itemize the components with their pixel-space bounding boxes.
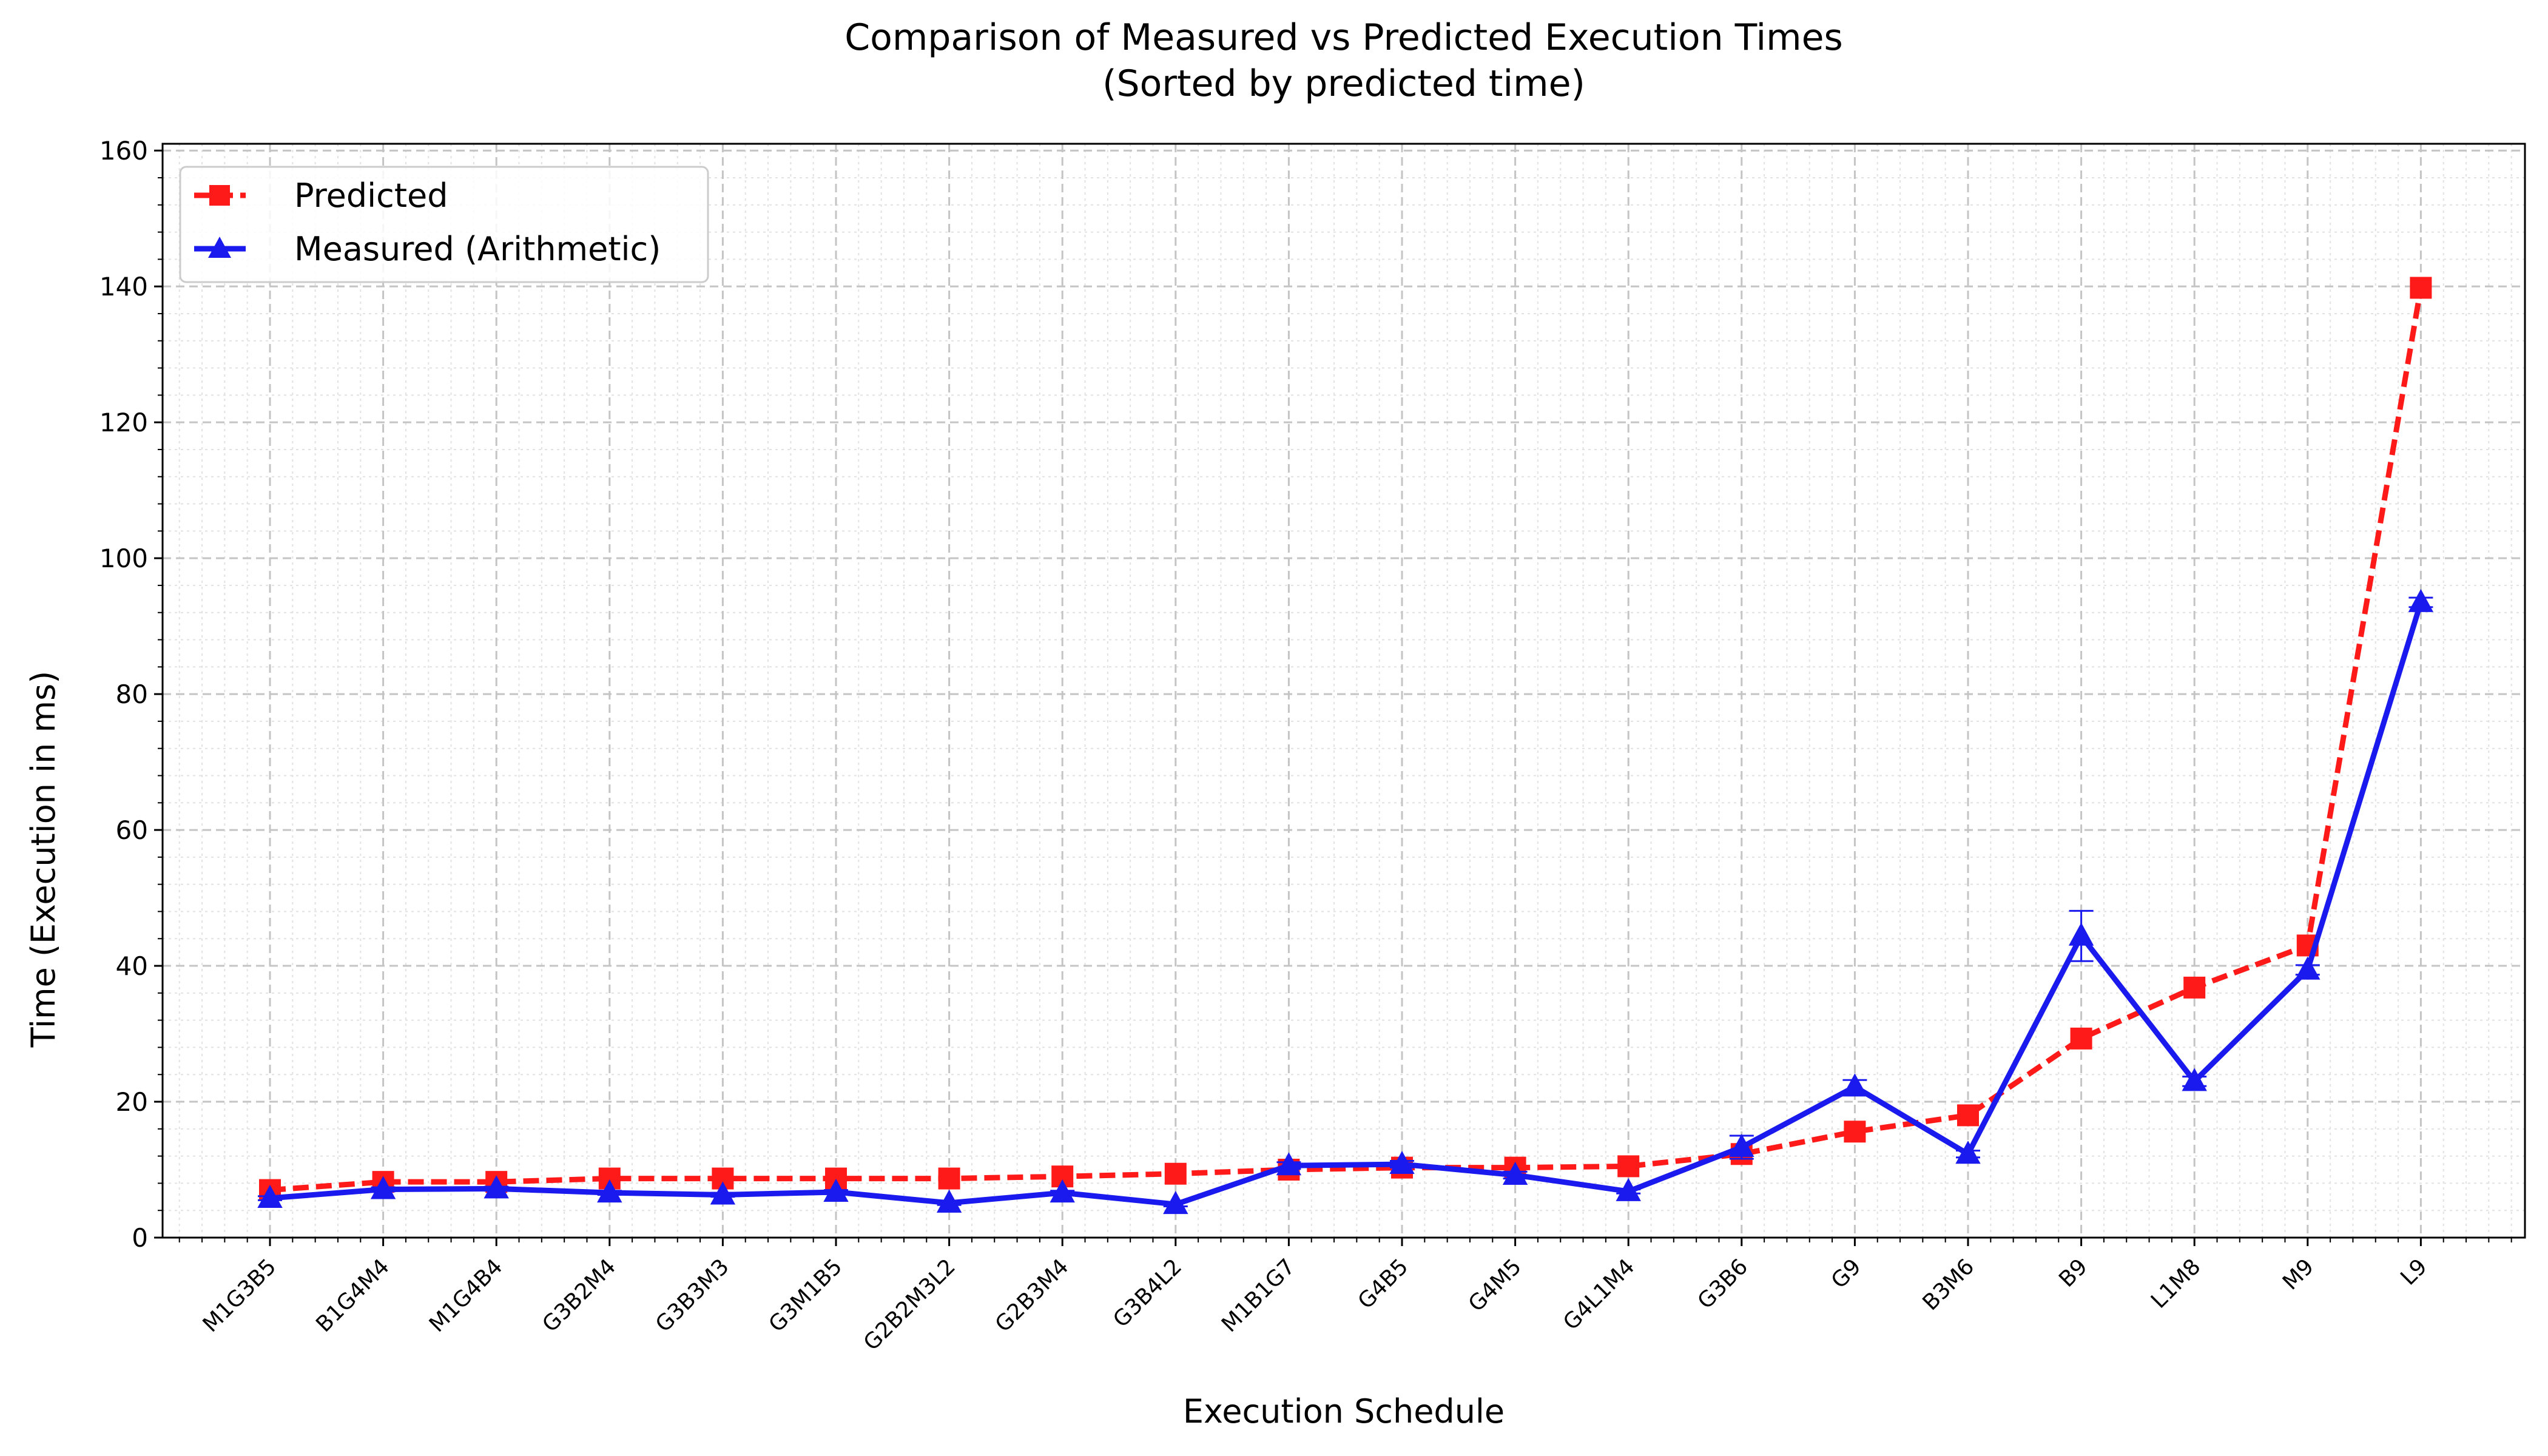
data-point (2410, 277, 2432, 299)
y-tick-label: 140 (99, 272, 148, 302)
data-point (370, 1176, 396, 1199)
data-point (2183, 976, 2206, 999)
y-tick-label: 120 (99, 408, 148, 437)
data-point (825, 1167, 847, 1190)
data-point (938, 1167, 960, 1190)
data-point (1842, 1073, 1868, 1097)
data-point (1276, 1152, 1302, 1176)
data-point (484, 1175, 509, 1199)
y-tick-label: 60 (116, 815, 148, 845)
data-point (1050, 1179, 1075, 1203)
y-tick-label: 80 (116, 679, 148, 709)
chart-subtitle: (Sorted by predicted time) (1102, 62, 1585, 105)
data-point (597, 1179, 622, 1203)
series-line (269, 287, 2424, 1193)
legend-marker (208, 237, 231, 258)
data-point (1164, 1162, 1187, 1185)
data-point (1616, 1178, 1641, 1201)
data-point (710, 1181, 736, 1205)
legend-entry: Predicted (194, 177, 448, 215)
plot-frame (161, 143, 2526, 1239)
series-layer (257, 277, 2434, 1215)
data-point (936, 1189, 962, 1213)
data-point (1617, 1155, 1640, 1178)
data-point (598, 1167, 621, 1190)
y-tick-label: 160 (99, 136, 148, 166)
data-point (1957, 1104, 1979, 1127)
data-point (1844, 1121, 1866, 1143)
y-tick-label: 0 (132, 1223, 148, 1253)
data-point (2182, 1068, 2207, 1091)
data-point (2295, 956, 2320, 980)
series-measured (257, 588, 2434, 1215)
legend-label: Measured (Arithmetic) (294, 230, 661, 268)
chart-title: Comparison of Measured vs Predicted Exec… (844, 16, 1843, 59)
data-point (1163, 1191, 1188, 1215)
data-point (2068, 922, 2094, 946)
data-point (1389, 1150, 1415, 1175)
y-axis-label: Time (Execution in ms) (24, 671, 62, 1048)
data-point (257, 1184, 283, 1208)
data-point (1729, 1133, 1754, 1158)
y-tick-label: 40 (116, 951, 148, 981)
legend-frame (179, 166, 709, 283)
series-line (269, 601, 2424, 1207)
y-tick-label: 100 (99, 544, 148, 573)
data-point (2070, 1027, 2092, 1050)
data-point (2408, 588, 2434, 612)
y-tick-label: 20 (116, 1087, 148, 1117)
data-point (1502, 1161, 1528, 1185)
legend-entries: Predicted Measured (Arithmetic) (194, 177, 661, 268)
data-point (823, 1178, 849, 1202)
legend-entry: Measured (Arithmetic) (194, 230, 661, 268)
legend: Predicted Measured (Arithmetic) (179, 166, 709, 283)
legend-label: Predicted (294, 177, 448, 215)
data-point (1955, 1141, 1981, 1164)
legend-marker (209, 185, 230, 206)
x-axis-label: Execution Schedule (1183, 1392, 1505, 1431)
